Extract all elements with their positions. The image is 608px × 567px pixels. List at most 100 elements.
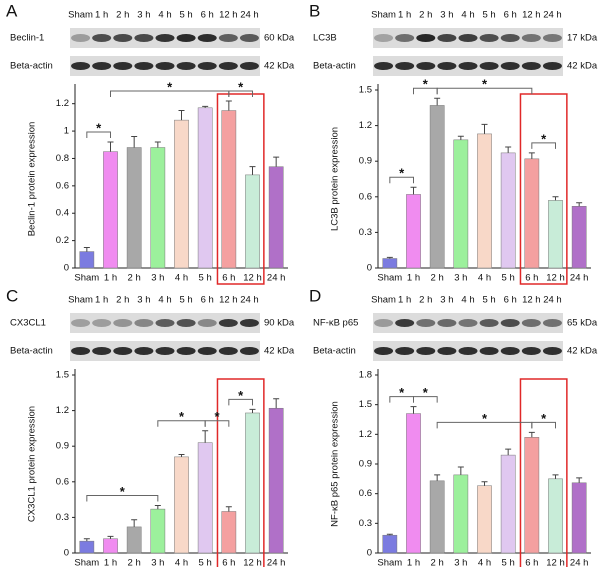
significance-bracket (228, 90, 253, 97)
y-tick-label: 0.2 (56, 235, 69, 246)
protein-label: Beta-actin (10, 346, 53, 357)
size-label: 42 kDa (264, 61, 295, 72)
x-tick-label: 5 h (199, 273, 212, 284)
blot-band (500, 347, 520, 355)
lane-label: 3 h (137, 295, 150, 306)
blot-band (176, 319, 196, 327)
x-tick-label: 1 h (407, 558, 420, 567)
x-tick-label: 1 h (104, 273, 117, 284)
blot-band (437, 34, 457, 42)
lane-label: 2 h (116, 295, 129, 306)
y-tick-label: 0.6 (56, 180, 69, 191)
lane-label: 5 h (180, 10, 193, 21)
size-label: 90 kDa (264, 318, 295, 329)
error-bar (225, 506, 232, 512)
blot-band (218, 347, 238, 355)
error-bar (434, 97, 441, 106)
blot-band (155, 34, 175, 42)
significance-label: * (399, 166, 405, 181)
y-tick-label: 0 (367, 263, 372, 274)
x-tick-label: 3 h (454, 273, 467, 284)
y-tick-label: 1.5 (56, 370, 69, 381)
blot-band (197, 62, 217, 70)
lane-label: 12 h (219, 10, 238, 21)
blot-band (521, 34, 541, 42)
x-tick-label: 24 h (267, 558, 286, 567)
error-bar (131, 136, 138, 148)
blot-band (542, 62, 562, 70)
blot-band (500, 34, 520, 42)
protein-label: NF-κB p65 (313, 318, 358, 329)
x-tick-label: 4 h (175, 273, 188, 284)
blot-band (197, 34, 217, 42)
bar (548, 200, 563, 269)
bar (221, 110, 237, 269)
error-bar (457, 135, 464, 140)
blot-band (479, 62, 499, 70)
x-tick-label: 5 h (199, 558, 212, 567)
significance-label: * (167, 79, 173, 94)
significance-label: * (238, 79, 244, 94)
blot-band (374, 34, 394, 42)
bar (453, 139, 469, 269)
significance-bracket (86, 495, 159, 502)
significance-label: * (482, 77, 488, 92)
highlight-box (519, 93, 568, 285)
bar (150, 147, 166, 269)
significance-label: * (541, 131, 547, 146)
lane-label: 1 h (95, 295, 108, 306)
blot-band (374, 62, 394, 70)
error-bar (386, 256, 393, 259)
bar (382, 258, 398, 269)
error-bar (178, 110, 185, 121)
blot-band (134, 347, 154, 355)
x-tick-label: 24 h (570, 273, 589, 284)
blot-band (542, 34, 562, 42)
error-bar (154, 141, 161, 148)
lane-label: 6 h (201, 10, 214, 21)
protein-label: Beta-actin (313, 346, 356, 357)
panel-letter: C (6, 286, 18, 305)
x-tick-label: 1 h (104, 558, 117, 567)
blot-band (437, 62, 457, 70)
bar (429, 480, 445, 554)
significance-label: * (120, 484, 126, 499)
y-tick-label: 0.6 (359, 191, 372, 202)
error-bar (481, 123, 488, 134)
x-tick-label: 6 h (222, 273, 235, 284)
y-tick-label: 1.2 (56, 98, 69, 109)
y-axis-label: CX3CL1 protein expression (27, 406, 38, 522)
significance-label: * (238, 388, 244, 403)
blot-band (437, 319, 457, 327)
blot-band (134, 62, 154, 70)
bar (429, 105, 445, 269)
protein-label: Beta-actin (313, 61, 356, 72)
lane-label: 6 h (201, 295, 214, 306)
size-label: 42 kDa (567, 346, 598, 357)
bar (103, 151, 118, 269)
lane-label: 12 h (522, 10, 541, 21)
blot-band (458, 34, 478, 42)
bar (524, 158, 540, 269)
significance-bracket (389, 176, 414, 184)
y-tick-label: 0.9 (56, 441, 69, 452)
bar (524, 437, 540, 554)
blot-band (500, 62, 520, 70)
bar (477, 133, 492, 269)
bar (268, 166, 284, 269)
blot-band (218, 319, 238, 327)
x-tick-label: 5 h (502, 273, 515, 284)
y-tick-label: 0.3 (359, 518, 372, 529)
size-label: 65 kDa (567, 318, 598, 329)
significance-bracket (413, 396, 438, 403)
blot-band (113, 62, 133, 70)
y-tick-label: 0.8 (56, 153, 69, 164)
y-tick-label: 1.5 (359, 85, 372, 96)
lane-label: 2 h (419, 295, 432, 306)
x-tick-label: 3 h (151, 273, 164, 284)
blot-band (113, 34, 133, 42)
